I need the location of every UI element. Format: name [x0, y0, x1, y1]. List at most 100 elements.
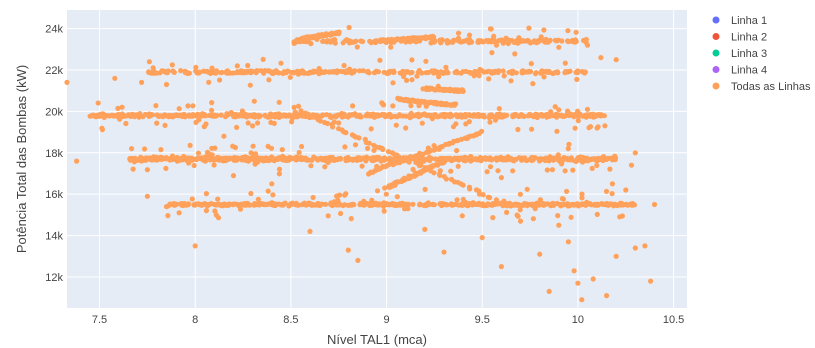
- data-point: [200, 113, 206, 119]
- data-point: [564, 188, 570, 194]
- data-point: [508, 78, 514, 84]
- data-point: [115, 105, 121, 111]
- data-point: [632, 245, 638, 251]
- data-point: [579, 297, 585, 303]
- data-point: [328, 114, 335, 120]
- data-point: [374, 201, 380, 208]
- data-point: [423, 58, 429, 64]
- data-point: [163, 204, 170, 210]
- data-point: [504, 157, 510, 163]
- data-point: [245, 120, 251, 126]
- data-point: [512, 51, 518, 57]
- data-point: [174, 158, 180, 164]
- data-point: [386, 70, 392, 76]
- data-point: [215, 201, 221, 208]
- data-point: [575, 118, 581, 124]
- data-point: [111, 113, 117, 119]
- data-point: [498, 154, 504, 161]
- data-point: [572, 125, 578, 131]
- data-point: [267, 114, 273, 120]
- data-point: [191, 156, 197, 162]
- data-point: [571, 268, 577, 274]
- data-point: [359, 163, 365, 169]
- data-point: [600, 201, 607, 207]
- data-point: [211, 157, 218, 163]
- data-point: [251, 98, 257, 104]
- data-point: [648, 278, 654, 284]
- data-point: [162, 122, 168, 128]
- data-point: [394, 194, 400, 200]
- data-point: [333, 114, 339, 120]
- data-point: [187, 142, 193, 148]
- data-point: [498, 264, 504, 270]
- data-point: [566, 141, 572, 147]
- data-point: [530, 81, 536, 87]
- data-point: [451, 102, 458, 108]
- legend-item[interactable]: Linha 1: [712, 15, 768, 27]
- data-point: [447, 114, 453, 120]
- legend[interactable]: Linha 1 Linha 2 Linha 3 Linha 4 Todas as Lin…: [712, 15, 811, 93]
- data-point: [607, 166, 613, 172]
- data-point: [360, 38, 366, 45]
- x-axis-title: Nível TAL1 (mca): [327, 332, 427, 347]
- legend-item[interactable]: Linha 3: [712, 48, 768, 60]
- data-point: [496, 106, 502, 112]
- data-point: [517, 191, 524, 197]
- data-point: [219, 69, 225, 75]
- data-point: [555, 213, 561, 219]
- data-point: [407, 70, 413, 76]
- data-point: [334, 68, 340, 74]
- data-point: [276, 99, 282, 105]
- legend-item[interactable]: Todas as Linhas: [712, 81, 811, 93]
- data-point: [547, 155, 553, 161]
- data-point: [567, 68, 573, 74]
- data-point: [431, 34, 437, 40]
- data-point: [250, 123, 256, 129]
- data-point: [486, 76, 492, 82]
- data-point: [574, 76, 580, 82]
- data-point: [609, 191, 615, 197]
- data-point: [319, 157, 325, 163]
- data-point: [589, 165, 595, 171]
- data-point: [504, 209, 510, 215]
- data-point: [598, 55, 604, 61]
- data-point: [430, 201, 436, 208]
- data-point: [126, 112, 132, 118]
- data-point: [478, 38, 484, 44]
- legend-marker: [712, 16, 720, 24]
- data-point: [361, 155, 367, 161]
- data-point: [213, 70, 219, 76]
- data-point: [137, 111, 143, 117]
- data-point: [224, 156, 230, 162]
- data-point: [341, 62, 347, 69]
- data-point: [554, 128, 560, 134]
- data-point: [209, 100, 215, 106]
- data-point: [406, 201, 412, 207]
- data-point: [298, 108, 304, 114]
- data-point: [158, 156, 164, 162]
- data-point: [320, 38, 326, 44]
- data-point: [546, 288, 552, 294]
- data-point: [318, 201, 324, 207]
- data-point: [363, 113, 369, 119]
- legend-item[interactable]: Linha 4: [712, 65, 768, 77]
- data-point: [530, 156, 536, 162]
- data-point: [460, 182, 466, 188]
- data-point: [173, 112, 179, 118]
- data-point: [434, 69, 440, 75]
- data-point: [466, 32, 473, 38]
- data-point: [287, 74, 293, 80]
- data-point: [310, 194, 316, 201]
- data-point: [131, 159, 137, 165]
- data-point: [380, 146, 386, 153]
- data-point: [255, 120, 261, 126]
- data-point: [262, 155, 268, 162]
- data-point: [559, 196, 566, 202]
- data-point: [218, 112, 224, 118]
- y-tick-label: 18k: [45, 148, 63, 160]
- data-point: [479, 235, 485, 241]
- data-point: [338, 68, 344, 74]
- legend-item[interactable]: Linha 2: [712, 32, 768, 44]
- data-point: [510, 168, 516, 174]
- data-point: [182, 68, 188, 74]
